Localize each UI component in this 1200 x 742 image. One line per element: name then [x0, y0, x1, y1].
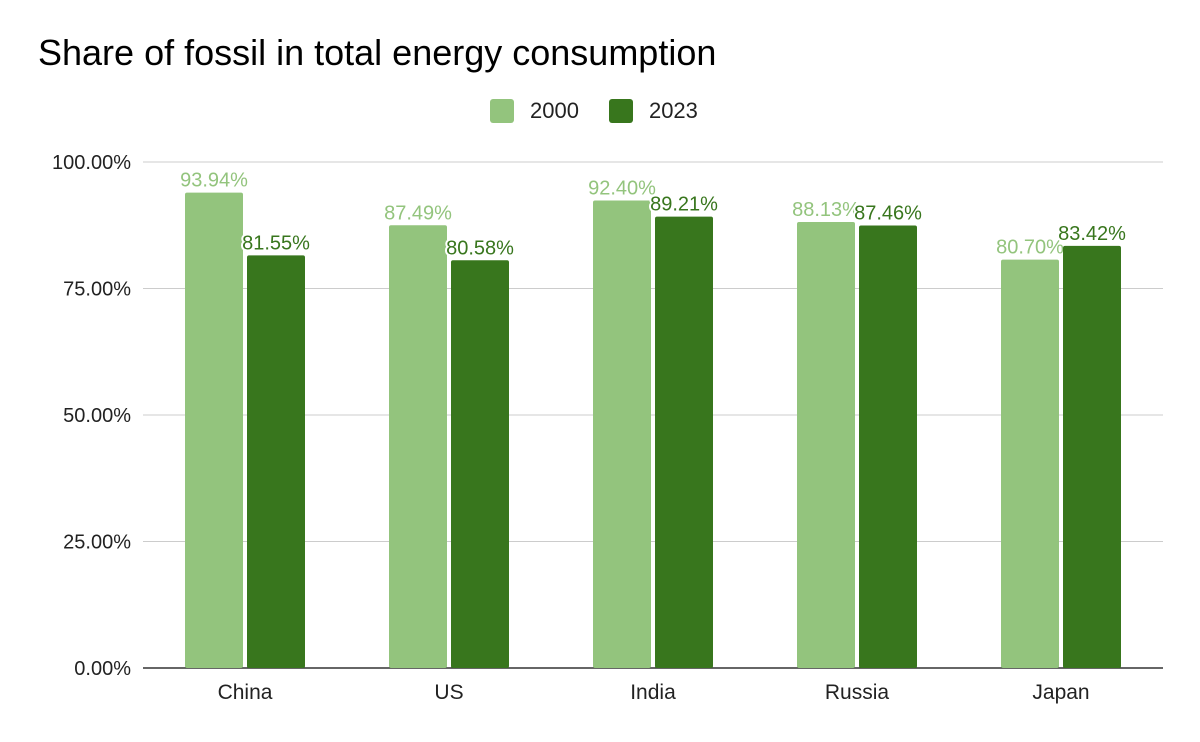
legend-label-2000: 2000 — [530, 98, 579, 123]
chart-title: Share of fossil in total energy consumpt… — [38, 32, 717, 73]
y-tick-label: 25.00% — [63, 532, 131, 554]
y-tick-label: 100.00% — [52, 152, 131, 174]
bar-2000-russia — [797, 222, 855, 668]
data-label-2000-india: 92.40% — [588, 177, 656, 199]
data-label-2000-japan: 80.70% — [996, 237, 1064, 259]
bar-2023-japan — [1063, 245, 1121, 668]
data-label-2023-china: 81.55% — [242, 232, 310, 254]
bar-2000-china — [185, 192, 243, 668]
legend: 2000 2023 — [490, 98, 728, 124]
data-label-2023-india: 89.21% — [650, 194, 718, 216]
x-category-label: Russia — [825, 681, 890, 704]
data-label-2000-russia: 88.13% — [792, 199, 860, 221]
x-category-label: Japan — [1032, 681, 1089, 704]
x-category-label: China — [218, 681, 273, 704]
bar-2000-india — [593, 200, 651, 668]
bar-2023-china — [247, 255, 305, 668]
bar-2023-us — [451, 260, 509, 668]
x-category-label: India — [630, 681, 676, 704]
y-tick-label: 0.00% — [74, 658, 131, 680]
data-label-2023-us: 80.58% — [446, 237, 514, 259]
bar-2000-us — [389, 225, 447, 668]
data-label-2000-china: 93.94% — [180, 170, 248, 192]
data-label-2023-japan: 83.42% — [1058, 223, 1126, 245]
legend-swatch-2023 — [608, 99, 633, 123]
data-label-2023-russia: 87.46% — [854, 202, 922, 224]
legend-item-2023: 2023 — [608, 98, 698, 124]
bar-2000-japan — [1001, 259, 1059, 668]
y-tick-label: 75.00% — [63, 279, 131, 301]
bar-2023-russia — [859, 225, 917, 668]
data-label-2000-us: 87.49% — [384, 202, 452, 224]
legend-label-2023: 2023 — [648, 98, 698, 123]
legend-item-2000: 2000 — [490, 98, 579, 124]
bar-2023-india — [655, 216, 713, 668]
legend-swatch-2000 — [490, 99, 514, 123]
y-tick-label: 50.00% — [63, 405, 131, 427]
x-category-label: US — [434, 681, 463, 704]
